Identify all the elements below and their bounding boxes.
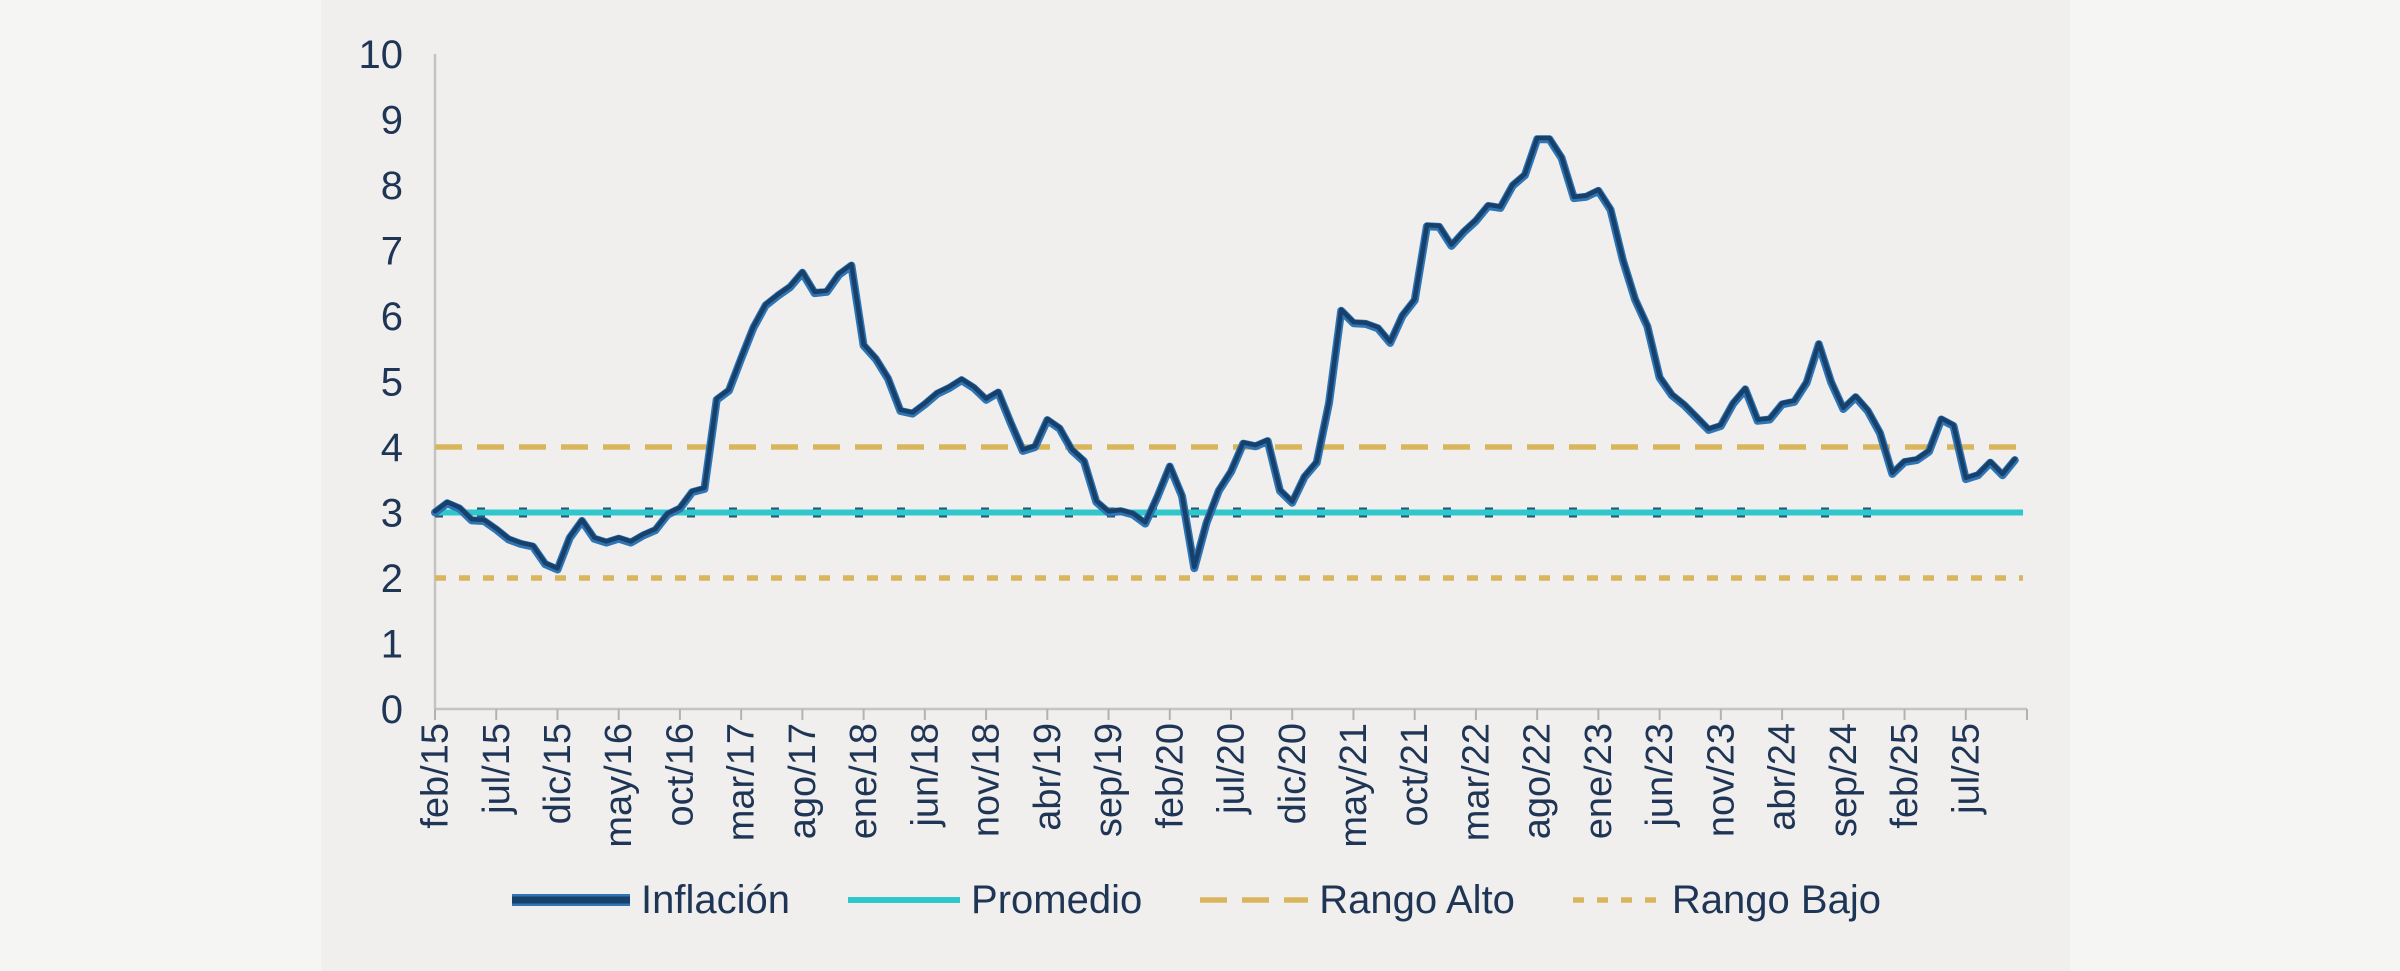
y-tick-label: 5 [381, 361, 403, 405]
x-tick-label: feb/20 [1149, 723, 1191, 829]
legend-item-promedio: Promedio [846, 880, 1142, 920]
promedio-line-swatch [848, 897, 961, 903]
inflacion-line-swatch [512, 894, 631, 906]
chart-panel [321, 0, 2070, 971]
x-tick-label: may/21 [1333, 723, 1375, 848]
y-tick-label: 10 [359, 33, 404, 77]
x-tick-label: dic/15 [537, 723, 579, 824]
rango-alto-dash-swatch [1200, 897, 1309, 903]
y-tick-label: 4 [381, 426, 403, 470]
x-tick-label: oct/16 [659, 723, 701, 827]
x-tick-label: mar/22 [1455, 723, 1497, 841]
y-tick-label: 2 [381, 557, 403, 601]
x-tick-label: nov/18 [966, 723, 1008, 837]
x-tick-label: jul/15 [476, 723, 518, 815]
legend-item-inflacion: Inflación [510, 880, 790, 920]
y-tick-label: 6 [381, 295, 403, 339]
x-tick-label: nov/23 [1700, 723, 1742, 837]
y-tick-label: 9 [381, 99, 403, 143]
x-tick-label: abr/19 [1027, 723, 1069, 831]
y-tick-label: 8 [381, 164, 403, 208]
inflacion-series-line-halo [431, 135, 2019, 574]
x-tick-label: may/16 [598, 723, 640, 848]
x-tick-label: ago/17 [782, 723, 824, 839]
rango-bajo-dash-swatch [1572, 897, 1661, 903]
y-tick-label: 3 [381, 492, 403, 536]
x-tick-label: jun/23 [1639, 723, 1681, 828]
x-tick-label: sep/24 [1823, 723, 1865, 837]
legend-label: Inflación [641, 878, 791, 922]
x-tick-label: jul/25 [1945, 723, 1987, 815]
legend-item-rango-bajo: Rango Bajo [1571, 880, 1881, 920]
x-tick-label: feb/25 [1884, 723, 1926, 829]
legend-label: Rango Alto [1319, 878, 1515, 922]
legend-label: Rango Bajo [1671, 878, 1881, 922]
inflacion-series-line [432, 135, 2018, 571]
x-tick-label: dic/20 [1272, 723, 1314, 824]
x-tick-label: feb/15 [415, 723, 457, 829]
x-tick-label: abr/24 [1762, 723, 1804, 831]
x-tick-label: oct/21 [1394, 723, 1436, 827]
x-tick-label: ene/23 [1578, 723, 1620, 839]
x-tick-label: ago/22 [1517, 723, 1559, 839]
legend-label: Promedio [971, 878, 1143, 922]
y-tick-label: 1 [381, 623, 403, 667]
x-tick-label: jul/20 [1211, 723, 1253, 815]
x-tick-label: ene/18 [843, 723, 885, 839]
x-tick-label: mar/17 [721, 723, 763, 841]
legend-item-rango-alto: Rango Alto [1198, 880, 1515, 920]
y-tick-label: 7 [381, 230, 403, 274]
legend: Inflación Promedio Rango Alto Rango Bajo [321, 872, 2070, 928]
x-tick-label: jun/18 [904, 723, 946, 828]
y-tick-label: 0 [381, 688, 403, 732]
x-tick-label: sep/19 [1088, 723, 1130, 837]
